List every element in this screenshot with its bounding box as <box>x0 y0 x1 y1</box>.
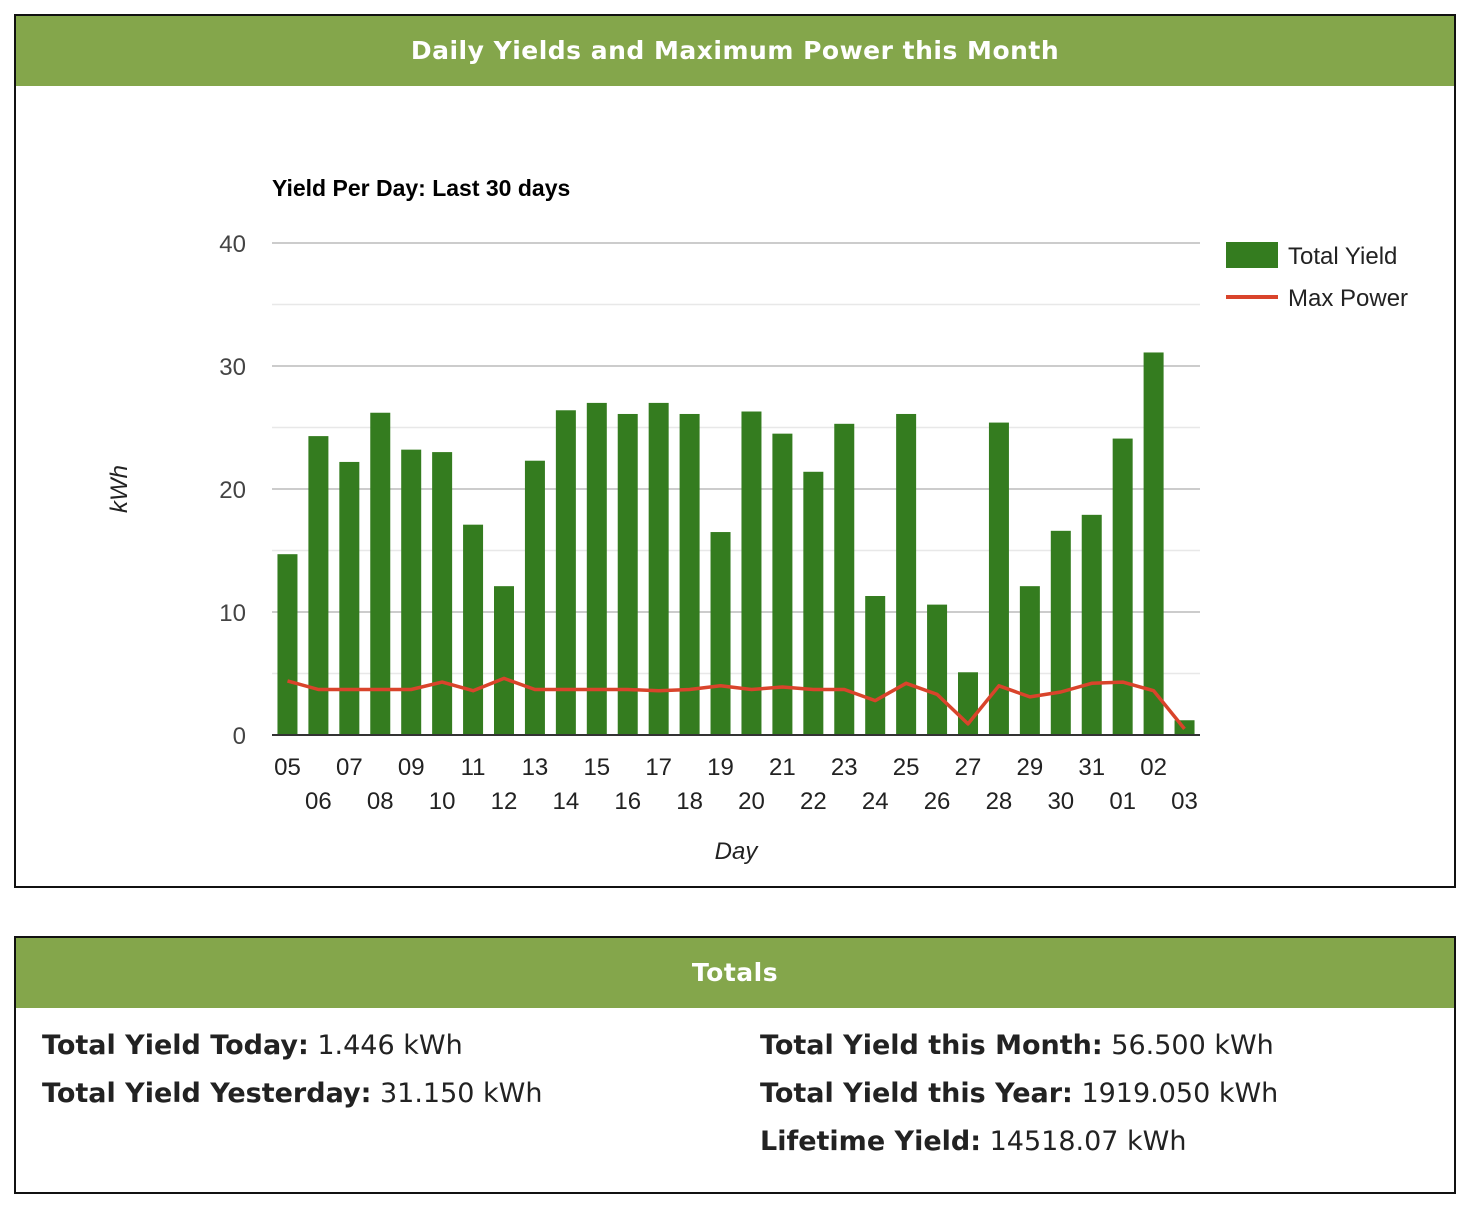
total-yield-month: Total Yield this Month: 56.500 kWh <box>760 1030 1278 1078</box>
total-yield-today: Total Yield Today: 1.446 kWh <box>42 1030 542 1078</box>
bar-total-yield <box>524 460 545 735</box>
bar-total-yield <box>772 433 793 735</box>
total-yield-year-value: 1919.050 kWh <box>1081 1078 1279 1109</box>
totals-panel-header: Totals <box>16 938 1454 1008</box>
x-tick-label: 25 <box>893 754 920 781</box>
total-yield-today-label: Total Yield Today: <box>42 1030 309 1061</box>
total-yield-month-value: 56.500 kWh <box>1111 1030 1274 1061</box>
x-tick-label: 24 <box>862 788 889 815</box>
bar-total-yield <box>1050 530 1071 735</box>
bar-total-yield <box>586 402 607 735</box>
bar-total-yield <box>927 604 948 735</box>
bar-total-yield <box>1143 352 1164 735</box>
bar-total-yield <box>896 413 917 735</box>
line-max-power <box>287 676 1186 731</box>
bar-total-yield <box>988 422 1009 735</box>
bar-total-yield <box>617 413 638 735</box>
x-tick-label: 02 <box>1140 754 1167 781</box>
x-tick-label: 09 <box>398 754 425 781</box>
x-tick-label: 03 <box>1171 788 1198 815</box>
x-tick-label: 26 <box>924 788 951 815</box>
total-yield-year: Total Yield this Year: 1919.050 kWh <box>760 1078 1278 1126</box>
x-tick-label: 30 <box>1047 788 1074 815</box>
x-tick-label: 23 <box>831 754 858 781</box>
total-yield-year-label: Total Yield this Year: <box>760 1078 1073 1109</box>
y-axis-ticks: 0 10 20 30 40 <box>219 231 246 750</box>
x-axis-ticks: 0506070809101112131415161718192021222324… <box>274 754 1198 815</box>
x-tick-label: 19 <box>707 754 734 781</box>
bar-total-yield <box>463 524 484 735</box>
bar-total-yield <box>555 410 576 735</box>
x-tick-label: 14 <box>553 788 580 815</box>
bar-total-yield <box>494 586 514 735</box>
totals-body: Total Yield Today: 1.446 kWh Total Yield… <box>16 1008 1454 1192</box>
legend-swatch-total-yield <box>1226 242 1278 268</box>
x-tick-label: 01 <box>1109 788 1136 815</box>
totals-right-column: Total Yield this Month: 56.500 kWh Total… <box>760 1030 1278 1174</box>
x-tick-label: 18 <box>676 788 703 815</box>
x-tick-label: 20 <box>738 788 765 815</box>
bar-total-yield <box>339 461 360 735</box>
y-tick-label: 40 <box>219 231 246 258</box>
x-tick-label: 06 <box>305 788 332 815</box>
chart-legend: Total Yield Max Power <box>1226 242 1408 312</box>
bar-total-yield <box>432 452 453 735</box>
bar-total-yield <box>370 412 391 735</box>
y-tick-label: 30 <box>219 354 246 381</box>
bar-total-yield <box>277 554 298 735</box>
total-yield-yesterday: Total Yield Yesterday: 31.150 kWh <box>42 1078 542 1126</box>
total-yield-today-value: 1.446 kWh <box>317 1030 463 1061</box>
legend-label-max-power: Max Power <box>1288 285 1408 312</box>
bar-series-total-yield <box>277 352 1195 735</box>
totals-panel: Totals Total Yield Today: 1.446 kWh Tota… <box>14 936 1456 1194</box>
x-tick-label: 21 <box>769 754 796 781</box>
x-tick-label: 13 <box>522 754 549 781</box>
x-tick-label: 17 <box>645 754 672 781</box>
x-tick-label: 08 <box>367 788 394 815</box>
legend-label-total-yield: Total Yield <box>1288 243 1397 270</box>
bar-total-yield <box>308 436 329 735</box>
total-yield-month-label: Total Yield this Month: <box>760 1030 1103 1061</box>
bar-total-yield <box>1081 514 1102 735</box>
totals-left-column: Total Yield Today: 1.446 kWh Total Yield… <box>42 1030 542 1126</box>
y-axis-label: kWh <box>106 465 133 513</box>
lifetime-yield: Lifetime Yield: 14518.07 kWh <box>760 1126 1278 1174</box>
bar-total-yield <box>648 402 669 735</box>
chart-grid <box>272 242 1200 675</box>
y-tick-label: 10 <box>219 600 246 627</box>
x-tick-label: 27 <box>955 754 982 781</box>
bar-total-yield <box>741 411 762 735</box>
x-tick-label: 28 <box>986 788 1013 815</box>
bar-total-yield <box>401 449 422 735</box>
x-axis-label: Day <box>715 838 760 865</box>
x-tick-label: 15 <box>583 754 610 781</box>
x-tick-label: 11 <box>461 754 486 781</box>
bar-total-yield <box>710 532 731 735</box>
bar-total-yield <box>1019 586 1040 735</box>
y-tick-label: 0 <box>233 723 246 750</box>
bar-total-yield <box>679 413 700 735</box>
chart-panel: Daily Yields and Maximum Power this Mont… <box>14 14 1456 888</box>
lifetime-yield-value: 14518.07 kWh <box>989 1126 1187 1157</box>
chart-title: Yield Per Day: Last 30 days <box>272 175 570 201</box>
bar-total-yield <box>834 423 855 735</box>
x-tick-label: 31 <box>1078 754 1105 781</box>
x-tick-label: 07 <box>336 754 363 781</box>
x-tick-label: 29 <box>1017 754 1044 781</box>
chart-panel-header: Daily Yields and Maximum Power this Mont… <box>16 16 1454 86</box>
total-yield-yesterday-label: Total Yield Yesterday: <box>42 1078 372 1109</box>
x-tick-label: 12 <box>491 788 518 815</box>
y-tick-label: 20 <box>219 477 246 504</box>
bar-total-yield <box>865 596 886 735</box>
line-series-max-power <box>287 676 1186 731</box>
x-tick-label: 22 <box>800 788 827 815</box>
lifetime-yield-label: Lifetime Yield: <box>760 1126 982 1157</box>
x-tick-label: 16 <box>614 788 641 815</box>
bar-total-yield <box>1112 438 1133 735</box>
x-tick-label: 10 <box>429 788 456 815</box>
bar-total-yield <box>803 471 824 735</box>
x-tick-label: 05 <box>274 754 301 781</box>
total-yield-yesterday-value: 31.150 kWh <box>379 1078 543 1109</box>
